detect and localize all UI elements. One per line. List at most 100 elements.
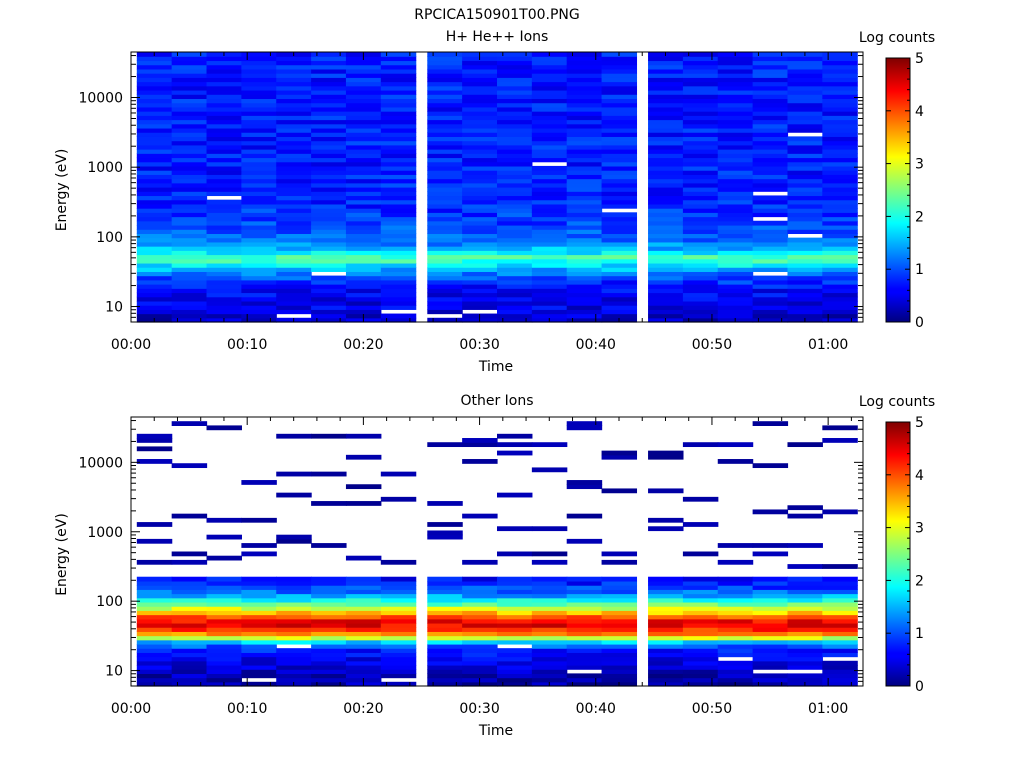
heatmap-cell bbox=[717, 64, 754, 70]
heatmap-cell bbox=[497, 77, 533, 83]
heatmap-cell bbox=[171, 635, 208, 641]
heatmap-cell bbox=[241, 593, 277, 599]
heatmap-cell bbox=[462, 212, 498, 218]
heatmap-cell bbox=[427, 258, 463, 264]
heatmap-cell bbox=[822, 85, 858, 91]
heatmap-cell bbox=[171, 115, 208, 121]
heatmap-cell bbox=[822, 115, 858, 121]
heatmap-cell bbox=[311, 677, 347, 683]
heatmap-cell bbox=[648, 669, 684, 674]
heatmap-cell bbox=[311, 250, 347, 256]
heatmap-cell bbox=[136, 643, 173, 649]
heatmap-cell bbox=[682, 258, 719, 264]
heatmap-cell bbox=[241, 635, 277, 641]
heatmap-cell bbox=[345, 501, 382, 506]
heatmap-cell bbox=[717, 106, 754, 112]
heatmap-cell bbox=[601, 127, 638, 133]
heatmap-cell bbox=[682, 622, 719, 628]
heatmap-cell bbox=[497, 597, 533, 603]
heatmap-cell bbox=[497, 140, 533, 146]
heatmap-cell bbox=[241, 224, 277, 230]
heatmap-cell bbox=[311, 136, 347, 142]
heatmap-cell bbox=[241, 161, 277, 167]
heatmap-cell bbox=[566, 203, 603, 209]
heatmap-cell bbox=[171, 576, 208, 582]
heatmap-cell bbox=[682, 111, 719, 116]
heatmap-cell bbox=[497, 115, 533, 121]
heatmap-cell bbox=[171, 68, 208, 74]
heatmap-cell bbox=[311, 627, 347, 632]
heatmap-cell bbox=[822, 246, 858, 251]
heatmap-cell bbox=[497, 237, 533, 243]
heatmap-cell bbox=[206, 534, 242, 540]
heatmap-cell bbox=[566, 296, 603, 302]
y-tick-label: 100 bbox=[96, 230, 123, 246]
heatmap-cell bbox=[136, 284, 173, 289]
heatmap-cell bbox=[276, 267, 312, 272]
heatmap-cell bbox=[601, 77, 638, 83]
heatmap-cell bbox=[427, 593, 463, 599]
heatmap-cell bbox=[241, 136, 277, 142]
heatmap-cell bbox=[787, 648, 823, 653]
heatmap-cell bbox=[752, 174, 789, 180]
heatmap-cell bbox=[531, 664, 568, 670]
heatmap-cell bbox=[648, 296, 684, 302]
heatmap-cell bbox=[241, 111, 277, 116]
heatmap-cell bbox=[601, 559, 638, 565]
heatmap-cell bbox=[752, 543, 789, 548]
heatmap-cell bbox=[427, 660, 463, 666]
heatmap-cell bbox=[345, 576, 382, 582]
heatmap-cell bbox=[427, 284, 463, 289]
heatmap-cell bbox=[206, 161, 242, 167]
heatmap-cell bbox=[311, 660, 347, 666]
heatmap-cell bbox=[136, 106, 173, 112]
heatmap-cell bbox=[345, 250, 382, 256]
heatmap-cell bbox=[136, 229, 173, 235]
heatmap-cell bbox=[531, 195, 568, 201]
heatmap-cell bbox=[462, 597, 498, 603]
heatmap-cell bbox=[531, 237, 568, 243]
heatmap-cell bbox=[752, 673, 789, 679]
heatmap-cell bbox=[682, 606, 719, 611]
heatmap-cell bbox=[752, 111, 789, 116]
heatmap-cell bbox=[601, 610, 638, 616]
heatmap-cell bbox=[822, 639, 858, 645]
heatmap-cell bbox=[648, 673, 684, 679]
heatmap-cell bbox=[648, 258, 684, 264]
heatmap-cell bbox=[601, 115, 638, 121]
heatmap-cell bbox=[497, 631, 533, 637]
heatmap-cell bbox=[171, 652, 208, 658]
heatmap-cell bbox=[822, 593, 858, 599]
heatmap-cell bbox=[531, 115, 568, 121]
heatmap-cell bbox=[497, 229, 533, 235]
heatmap-cell bbox=[601, 224, 638, 230]
heatmap-cell bbox=[171, 279, 208, 285]
heatmap-cell bbox=[462, 224, 498, 230]
heatmap-cell bbox=[752, 64, 789, 70]
heatmap-cell bbox=[682, 178, 719, 184]
heatmap-cell bbox=[787, 254, 823, 260]
heatmap-cell bbox=[345, 593, 382, 599]
heatmap-cell bbox=[276, 98, 312, 104]
heatmap-cell bbox=[648, 635, 684, 641]
heatmap-cell bbox=[648, 241, 684, 247]
heatmap-cell bbox=[276, 296, 312, 302]
heatmap-cell bbox=[601, 660, 638, 666]
heatmap-cell bbox=[241, 618, 277, 624]
heatmap-cell bbox=[682, 68, 719, 74]
heatmap-cell bbox=[497, 267, 533, 272]
heatmap-cell bbox=[427, 229, 463, 235]
heatmap-cell bbox=[380, 157, 417, 163]
heatmap-cell bbox=[380, 165, 417, 171]
heatmap-cell bbox=[717, 271, 754, 277]
heatmap-cell bbox=[311, 606, 347, 611]
heatmap-cell bbox=[241, 614, 277, 620]
heatmap-cell bbox=[682, 585, 719, 590]
heatmap-cell bbox=[380, 132, 417, 137]
heatmap-cell bbox=[531, 127, 568, 133]
heatmap-cell bbox=[531, 203, 568, 209]
heatmap-cell bbox=[345, 660, 382, 666]
heatmap-cell bbox=[136, 127, 173, 133]
heatmap-cell bbox=[648, 132, 684, 137]
heatmap-cell bbox=[241, 284, 277, 289]
